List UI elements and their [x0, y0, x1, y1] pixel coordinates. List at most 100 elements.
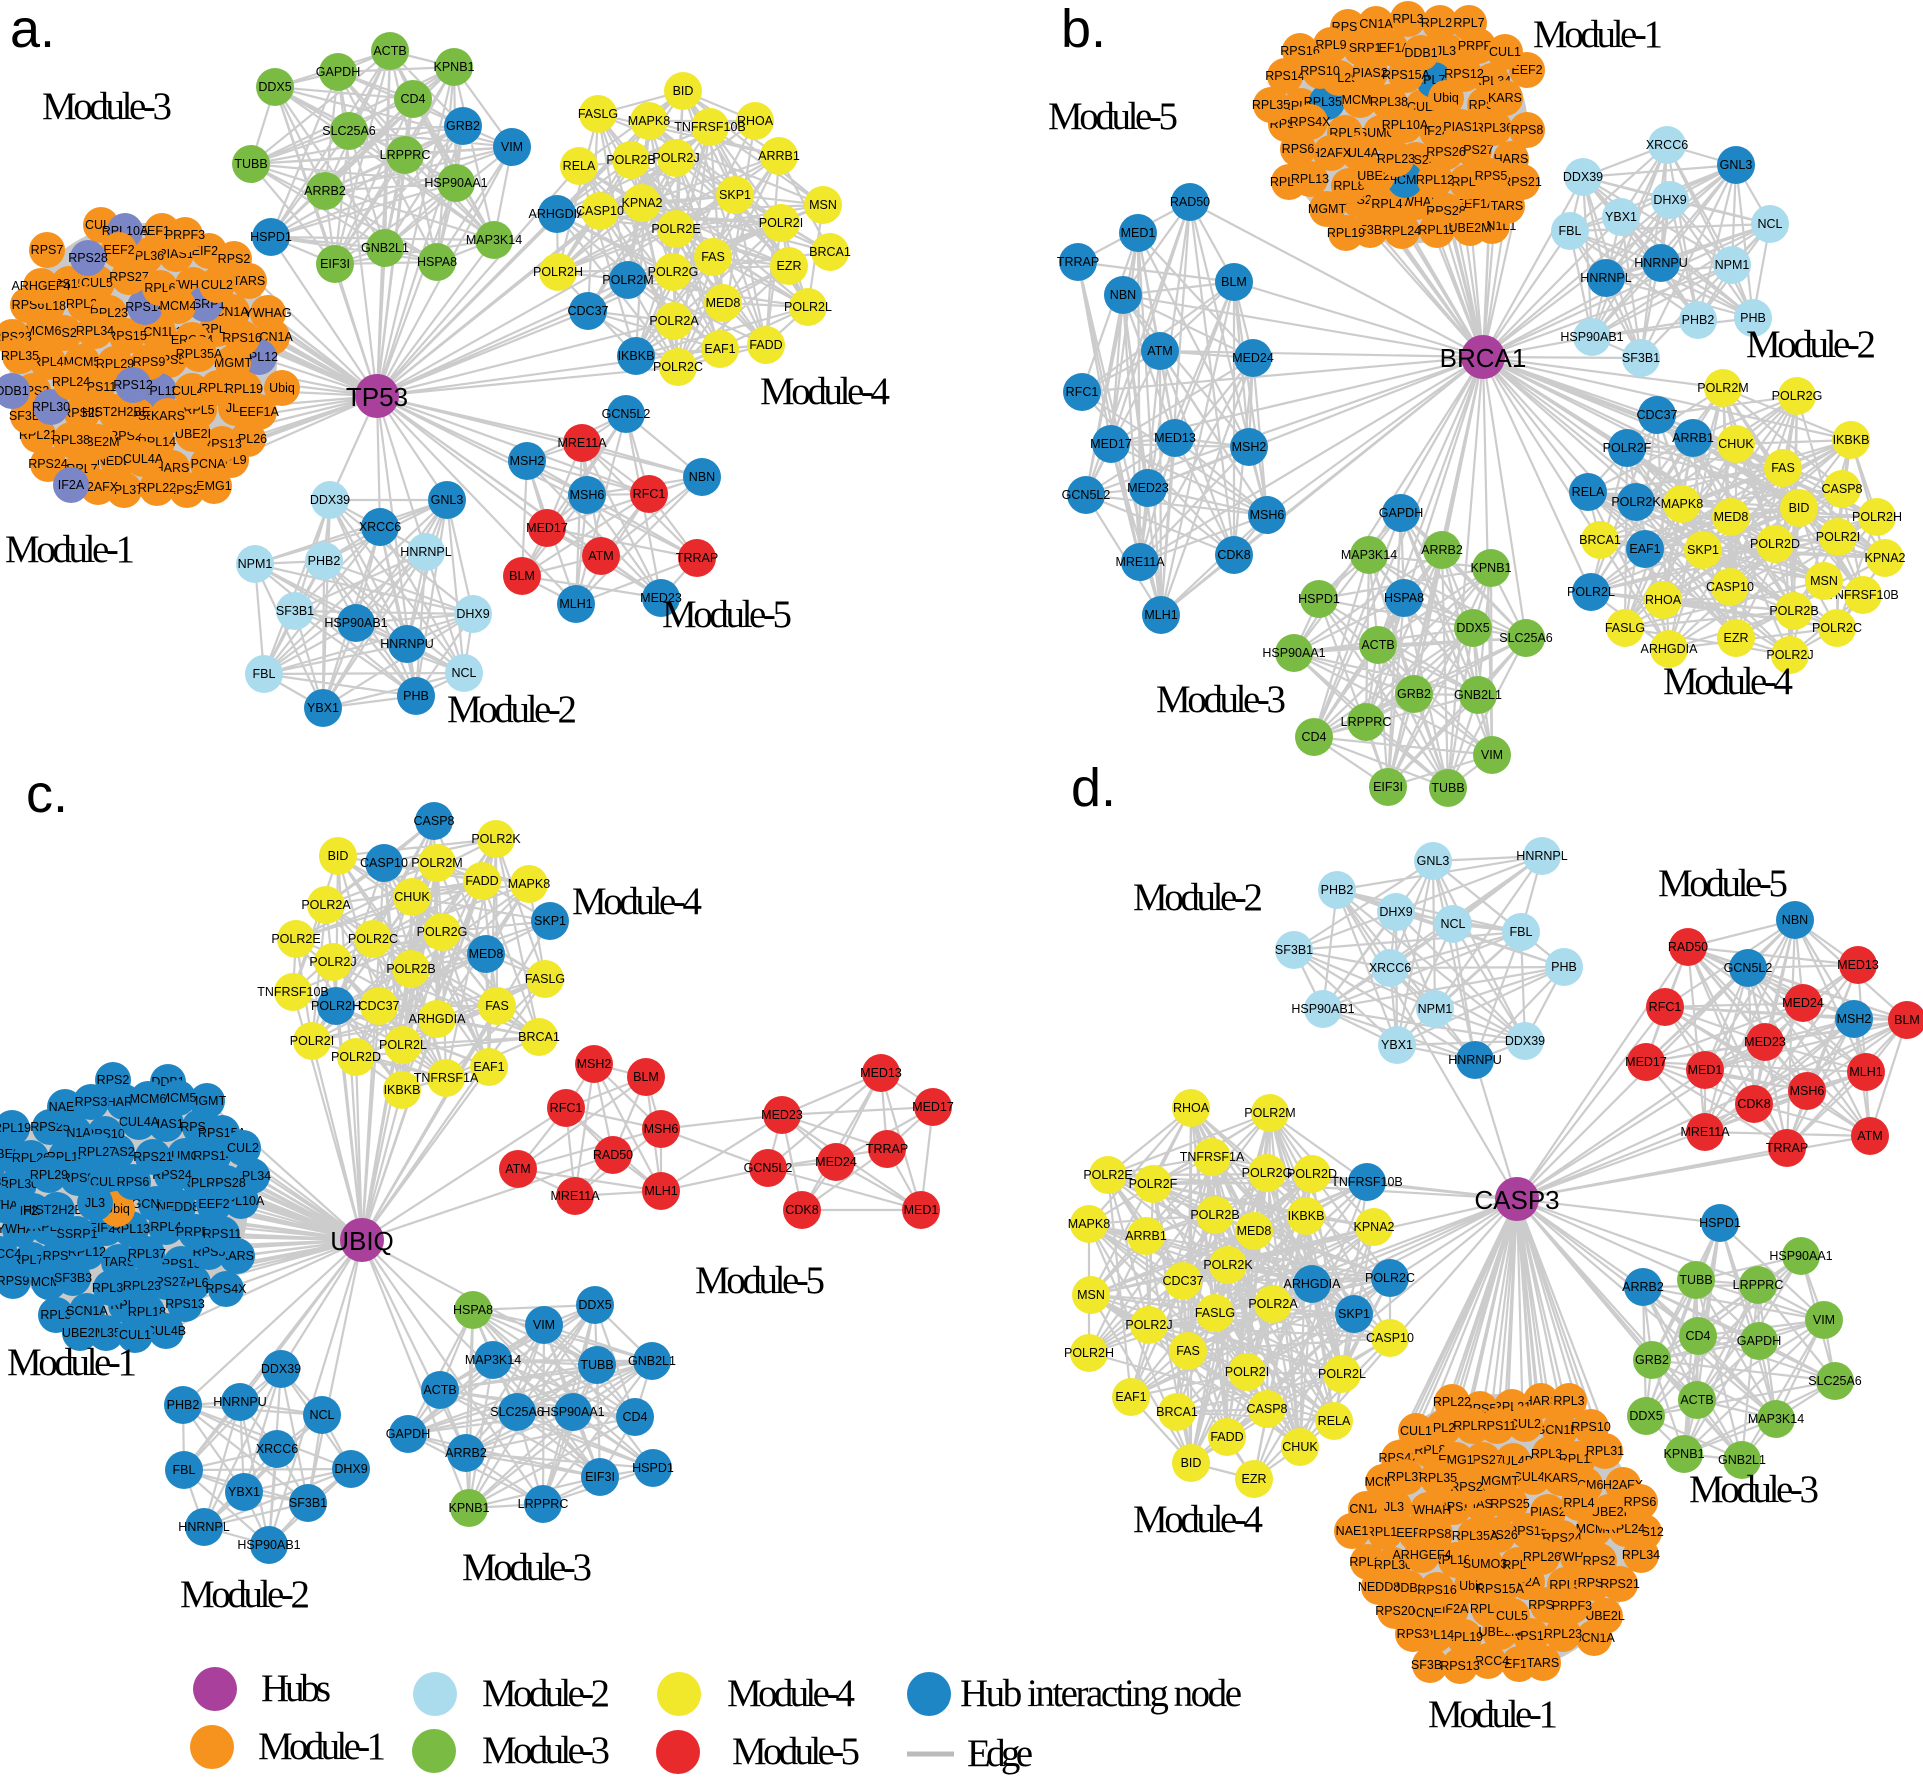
svg-text:RPL23: RPL23: [123, 1279, 161, 1293]
svg-text:PCNA: PCNA: [191, 457, 226, 471]
svg-text:HIST2H2BE: HIST2H2BE: [82, 405, 150, 419]
svg-text:EMG1: EMG1: [196, 479, 231, 493]
svg-text:RPL24: RPL24: [52, 375, 90, 389]
svg-text:MAPK8: MAPK8: [1068, 1217, 1110, 1231]
svg-text:KARS: KARS: [1544, 1471, 1578, 1485]
svg-text:RPS21: RPS21: [1502, 175, 1542, 189]
svg-text:BID: BID: [328, 849, 349, 863]
svg-text:MED13: MED13: [1837, 958, 1879, 972]
svg-text:HSP90AB1: HSP90AB1: [237, 1538, 300, 1552]
svg-text:ARHGEF4: ARHGEF4: [11, 279, 70, 293]
svg-text:BLM: BLM: [1221, 275, 1247, 289]
svg-text:RELA: RELA: [1318, 1414, 1351, 1428]
svg-text:RPL8: RPL8: [1333, 179, 1364, 193]
svg-text:RPL31: RPL31: [1586, 1444, 1624, 1458]
svg-text:EIF3I: EIF3I: [585, 1470, 615, 1484]
svg-text:Module-4: Module-4: [727, 1672, 855, 1715]
svg-text:XRCC6: XRCC6: [1369, 961, 1411, 975]
svg-text:SF3B1: SF3B1: [1622, 351, 1660, 365]
svg-text:TNFRSF1A: TNFRSF1A: [414, 1071, 479, 1085]
svg-text:MAP3K14: MAP3K14: [465, 1353, 521, 1367]
svg-text:HNRNPU: HNRNPU: [1634, 256, 1687, 270]
svg-text:MSH2: MSH2: [510, 454, 545, 468]
svg-text:BID: BID: [1789, 501, 1810, 515]
svg-text:RPL22: RPL22: [1433, 1395, 1471, 1409]
svg-text:SSRP1: SSRP1: [57, 1227, 98, 1241]
svg-text:BLM: BLM: [633, 1070, 659, 1084]
svg-text:HNRNPL: HNRNPL: [1516, 849, 1567, 863]
svg-text:KPNA2: KPNA2: [1865, 551, 1906, 565]
svg-text:Module-4: Module-4: [1133, 1498, 1263, 1541]
svg-text:BRCA1: BRCA1: [518, 1030, 560, 1044]
svg-text:RPL4: RPL4: [1563, 1496, 1594, 1510]
svg-text:c.: c.: [26, 764, 68, 824]
svg-text:ARHGEF4: ARHGEF4: [1392, 1548, 1451, 1562]
svg-text:KPNB1: KPNB1: [434, 60, 475, 74]
svg-text:ACTB: ACTB: [1680, 1393, 1713, 1407]
svg-text:RPS3: RPS3: [1397, 1627, 1430, 1641]
svg-text:BID: BID: [673, 84, 694, 98]
svg-text:SKP1: SKP1: [534, 914, 566, 928]
svg-text:PHB2: PHB2: [308, 554, 341, 568]
svg-text:HSP90AB1: HSP90AB1: [1560, 330, 1623, 344]
svg-text:PHB2: PHB2: [1682, 313, 1715, 327]
svg-text:RPS14: RPS14: [1511, 1629, 1551, 1643]
svg-text:RHOA: RHOA: [1645, 593, 1682, 607]
svg-text:RPS6: RPS6: [117, 1175, 150, 1189]
svg-text:Module-2: Module-2: [180, 1573, 310, 1616]
svg-text:MED8: MED8: [1714, 510, 1749, 524]
svg-text:BRCA1: BRCA1: [1156, 1405, 1198, 1419]
svg-text:KPNA2: KPNA2: [1354, 1220, 1395, 1234]
svg-text:HSP90AB1: HSP90AB1: [324, 616, 387, 630]
svg-text:JL3: JL3: [85, 1196, 105, 1210]
svg-text:CD4: CD4: [622, 1410, 647, 1424]
svg-text:RPL35A: RPL35A: [1452, 1529, 1499, 1543]
svg-text:MLH1: MLH1: [559, 597, 592, 611]
svg-text:Ubiq: Ubiq: [269, 381, 295, 395]
svg-text:SLC25A6: SLC25A6: [1499, 631, 1553, 645]
svg-text:NEDD8: NEDD8: [1358, 1580, 1400, 1594]
svg-text:GAPDH: GAPDH: [1737, 1334, 1781, 1348]
svg-text:RPL7: RPL7: [1453, 16, 1484, 30]
svg-text:RPL12: RPL12: [1416, 173, 1454, 187]
svg-text:Module-1: Module-1: [258, 1725, 386, 1768]
svg-text:Module-2: Module-2: [482, 1672, 610, 1715]
svg-text:XRCC6: XRCC6: [256, 1442, 298, 1456]
svg-text:RPS16: RPS16: [222, 331, 262, 345]
svg-text:EZR: EZR: [777, 259, 802, 273]
svg-text:RPL35: RPL35: [1419, 1471, 1457, 1485]
svg-text:RPL19: RPL19: [225, 382, 263, 396]
svg-text:IKBKB: IKBKB: [618, 349, 655, 363]
svg-text:MED8: MED8: [1237, 1224, 1272, 1238]
svg-text:RPS3: RPS3: [75, 1095, 108, 1109]
svg-text:EIF3I: EIF3I: [1373, 780, 1403, 794]
svg-text:RPL37: RPL37: [128, 1247, 166, 1261]
svg-text:VIM: VIM: [1481, 748, 1503, 762]
svg-text:EEF1A: EEF1A: [1370, 41, 1410, 55]
svg-text:TARS: TARS: [1527, 1656, 1559, 1670]
svg-text:POLR2H: POLR2H: [1852, 510, 1902, 524]
svg-text:EZR: EZR: [1724, 631, 1749, 645]
svg-text:DDB1: DDB1: [1404, 46, 1437, 60]
svg-text:DDX39: DDX39: [261, 1362, 301, 1376]
svg-text:ACTB: ACTB: [373, 44, 406, 58]
svg-text:RPL26: RPL26: [1523, 1550, 1561, 1564]
svg-text:MED13: MED13: [860, 1066, 902, 1080]
svg-text:ACTB: ACTB: [423, 1383, 456, 1397]
svg-text:TNFRSF10B: TNFRSF10B: [1827, 588, 1899, 602]
svg-text:RPS15: RPS15: [107, 329, 147, 343]
svg-text:NBN: NBN: [1110, 288, 1136, 302]
svg-text:ARRB2: ARRB2: [304, 184, 346, 198]
svg-text:SCN1A: SCN1A: [66, 1304, 108, 1318]
svg-text:GCN1L1: GCN1L1: [134, 325, 183, 339]
svg-text:RPL35: RPL35: [1252, 98, 1290, 112]
svg-text:GRB2: GRB2: [1635, 1353, 1669, 1367]
svg-text:CUL4A: CUL4A: [123, 452, 164, 466]
svg-text:RELA: RELA: [1572, 485, 1605, 499]
svg-text:GNL3: GNL3: [1417, 854, 1450, 868]
svg-text:GNB2L1: GNB2L1: [1718, 1453, 1766, 1467]
svg-text:MCM6: MCM6: [25, 324, 62, 338]
svg-text:MCM6: MCM6: [1342, 93, 1379, 107]
svg-text:PRPF3: PRPF3: [165, 228, 205, 242]
svg-text:MAP3K14: MAP3K14: [466, 233, 522, 247]
